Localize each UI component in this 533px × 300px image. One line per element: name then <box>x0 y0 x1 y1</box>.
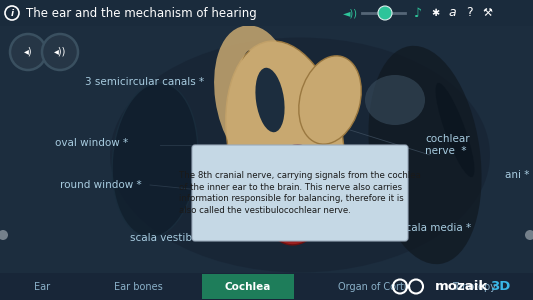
Text: 3 semicircular canals *: 3 semicircular canals * <box>85 77 204 87</box>
Ellipse shape <box>285 211 305 239</box>
Text: ◂)): ◂)) <box>54 47 66 57</box>
Text: i: i <box>11 9 13 18</box>
Text: Ear: Ear <box>34 281 50 292</box>
Ellipse shape <box>255 68 285 132</box>
Text: 3D: 3D <box>490 280 511 293</box>
Ellipse shape <box>110 38 490 272</box>
Ellipse shape <box>368 46 482 264</box>
Circle shape <box>0 230 8 240</box>
Ellipse shape <box>270 160 320 240</box>
Text: ⚒: ⚒ <box>482 8 492 18</box>
Ellipse shape <box>365 75 425 125</box>
FancyBboxPatch shape <box>0 273 533 300</box>
Text: oval window *: oval window * <box>55 138 128 148</box>
Text: The ear and the mechanism of hearing: The ear and the mechanism of hearing <box>26 7 257 20</box>
Ellipse shape <box>226 41 344 239</box>
Text: ?: ? <box>466 7 472 20</box>
Text: a: a <box>448 7 456 20</box>
Circle shape <box>10 34 46 70</box>
Text: Tonotopy: Tonotopy <box>452 281 496 292</box>
FancyBboxPatch shape <box>0 26 533 273</box>
Text: ◄)): ◄)) <box>343 8 358 18</box>
Ellipse shape <box>285 196 305 224</box>
FancyBboxPatch shape <box>0 0 533 26</box>
Text: The 8th cranial nerve, carrying signals from the cochlea
of the inner ear to the: The 8th cranial nerve, carrying signals … <box>179 171 421 215</box>
Text: Ear bones: Ear bones <box>114 281 163 292</box>
FancyBboxPatch shape <box>202 274 294 299</box>
Text: mozaik: mozaik <box>435 280 488 293</box>
Ellipse shape <box>435 83 474 177</box>
Text: round window *: round window * <box>60 180 142 190</box>
Text: ♪: ♪ <box>414 7 422 20</box>
Text: scala vestibuli *: scala vestibuli * <box>130 233 213 243</box>
Text: cochlear
nerve  *: cochlear nerve * <box>425 134 470 156</box>
Circle shape <box>378 6 392 20</box>
Ellipse shape <box>112 83 198 237</box>
Ellipse shape <box>261 145 329 245</box>
Circle shape <box>525 230 533 240</box>
FancyBboxPatch shape <box>192 145 408 241</box>
Ellipse shape <box>299 56 361 144</box>
Text: scala media *: scala media * <box>400 223 471 233</box>
Text: ◂): ◂) <box>23 47 33 57</box>
Text: ✱: ✱ <box>431 8 439 18</box>
Ellipse shape <box>285 176 305 204</box>
Text: ani *: ani * <box>505 170 529 180</box>
Circle shape <box>42 34 78 70</box>
Text: Cochlea: Cochlea <box>225 281 271 292</box>
Text: Organ of Corti: Organ of Corti <box>338 281 406 292</box>
